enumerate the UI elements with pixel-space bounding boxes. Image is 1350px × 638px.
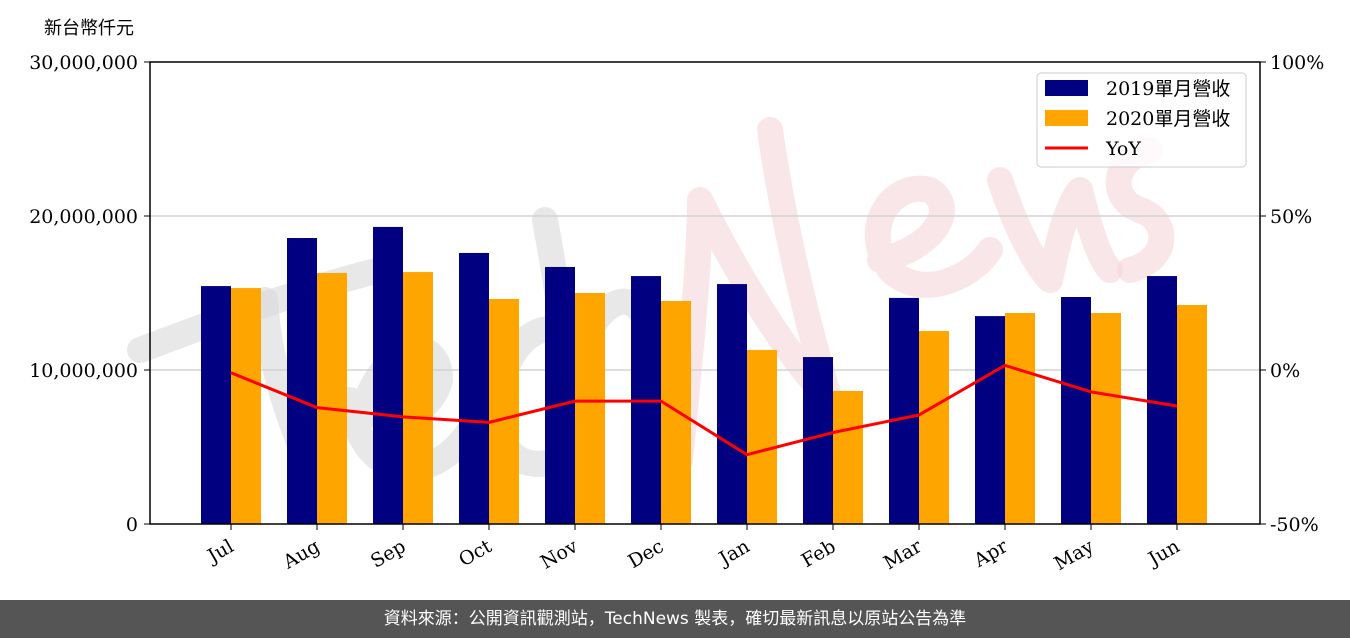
x-tick-label: Jul xyxy=(202,535,237,568)
y-tick-label: 10,000,000 xyxy=(29,360,138,382)
x-tick-label: Apr xyxy=(969,535,1012,572)
x-tick-label: Mar xyxy=(880,535,926,574)
y-tick-label: 0 xyxy=(126,514,138,536)
y-tick-label: 20,000,000 xyxy=(29,206,138,228)
revenue-chart: 0 10,000,000 20,000,000 30,000,000 -50% 0% 50%… xyxy=(29,52,1324,575)
y2-tick-label: 0% xyxy=(1270,360,1300,382)
bar-2019單月營收-Apr xyxy=(975,316,1005,524)
bar-2020單月營收-Jun xyxy=(1177,305,1207,524)
legend-label: YoY xyxy=(1105,138,1141,160)
source-footer: 資料來源：公開資訊觀測站，TechNews 製表，確切最新訊息以原站公告為準 xyxy=(0,600,1350,638)
bar-2020單月營收-Aug xyxy=(317,272,347,524)
plot-frame xyxy=(149,61,1261,525)
legend-swatch xyxy=(1045,80,1088,96)
bar-2020單月營收-Nov xyxy=(575,293,605,524)
bar-2020單月營收-Sep xyxy=(403,272,433,524)
bar-2020單月營收-Jan xyxy=(747,349,777,524)
bar-2019單月營收-Aug xyxy=(287,238,317,524)
bar-2019單月營收-Jan xyxy=(717,284,747,524)
bar-2020單月營收-Jul xyxy=(231,288,261,524)
x-tick-label: May xyxy=(1051,535,1098,575)
bar-2019單月營收-Sep xyxy=(373,226,403,524)
bar-2020單月營收-May xyxy=(1091,313,1121,524)
bar-2019單月營收-May xyxy=(1061,297,1091,524)
bar-2020單月營收-Dec xyxy=(661,301,691,524)
bar-2019單月營收-Feb xyxy=(803,357,833,524)
x-tick-label: Oct xyxy=(455,535,496,571)
x-tick-label: Aug xyxy=(279,535,324,574)
y-axis-unit-label: 新台幣仟元 xyxy=(44,18,134,39)
legend-label: 2020單月營收 xyxy=(1106,108,1230,130)
watermark-stroke xyxy=(1105,137,1175,283)
watermark-stroke xyxy=(987,167,1123,293)
bar-2019單月營收-Jul xyxy=(201,286,231,524)
bar-2020單月營收-Apr xyxy=(1005,313,1035,524)
bar-2019單月營收-Jun xyxy=(1147,276,1177,524)
bar-2020單月營收-Oct xyxy=(489,299,519,524)
bar-2020單月營收-Feb xyxy=(833,390,863,524)
x-tick-label: Feb xyxy=(798,535,840,572)
watermark-stroke xyxy=(667,117,843,473)
bar-2019單月營收-Oct xyxy=(459,252,489,524)
y2-tick-label: 50% xyxy=(1270,206,1312,228)
y-tick-label: 30,000,000 xyxy=(29,52,138,74)
x-tick-label: Jun xyxy=(1143,535,1184,571)
x-tick-label: Nov xyxy=(537,535,582,574)
bar-2020單月營收-Mar xyxy=(919,331,949,524)
x-tick-label: Sep xyxy=(367,535,410,572)
bar-2019單月營收-Mar xyxy=(889,297,919,524)
yoy-line xyxy=(230,363,1178,457)
legend-swatch xyxy=(1045,110,1088,126)
legend-label: 2019單月營收 xyxy=(1106,78,1230,100)
x-tick-label: Jan xyxy=(714,535,754,571)
legend-box xyxy=(1036,72,1247,168)
y2-tick-label: -50% xyxy=(1270,514,1319,536)
watermark-stroke xyxy=(864,175,1003,298)
bar-2019單月營收-Nov xyxy=(545,266,575,524)
y2-tick-label: 100% xyxy=(1270,52,1324,74)
x-tick-label: Dec xyxy=(624,535,667,573)
